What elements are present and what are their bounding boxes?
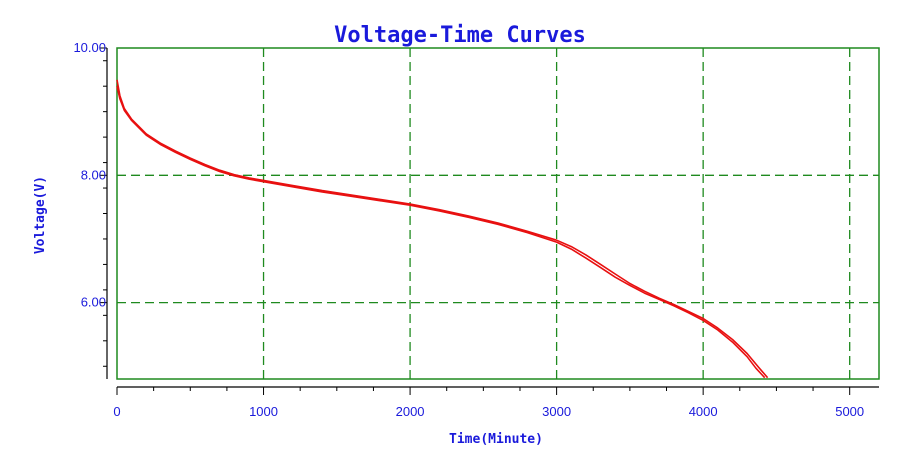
y-tick-label: 8.00: [81, 167, 106, 182]
y-axis-ticks: 6.00 8.00 10.00: [73, 40, 107, 367]
x-tick-label: 5000: [835, 404, 864, 419]
x-axis-ticks: 0 1000 2000 3000 4000 5000: [113, 387, 864, 419]
grid-lines: [117, 48, 879, 379]
series-group: [116, 79, 769, 379]
series-line-1: [116, 79, 769, 379]
x-tick-label: 3000: [542, 404, 571, 419]
axes: [106, 48, 879, 388]
x-tick-label: 0: [113, 404, 120, 419]
plot-frame: [116, 47, 880, 380]
x-axis-label: Time(Minute): [449, 432, 543, 447]
x-tick-label: 2000: [396, 404, 425, 419]
chart-title: Voltage-Time Curves: [334, 23, 586, 48]
x-tick-label: 1000: [249, 404, 278, 419]
x-tick-label: 4000: [689, 404, 718, 419]
y-tick-label: 10.00: [73, 40, 106, 55]
series-line-2: [116, 86, 766, 379]
y-axis-label: Voltage(V): [33, 176, 48, 254]
y-tick-label: 6.00: [81, 295, 106, 310]
